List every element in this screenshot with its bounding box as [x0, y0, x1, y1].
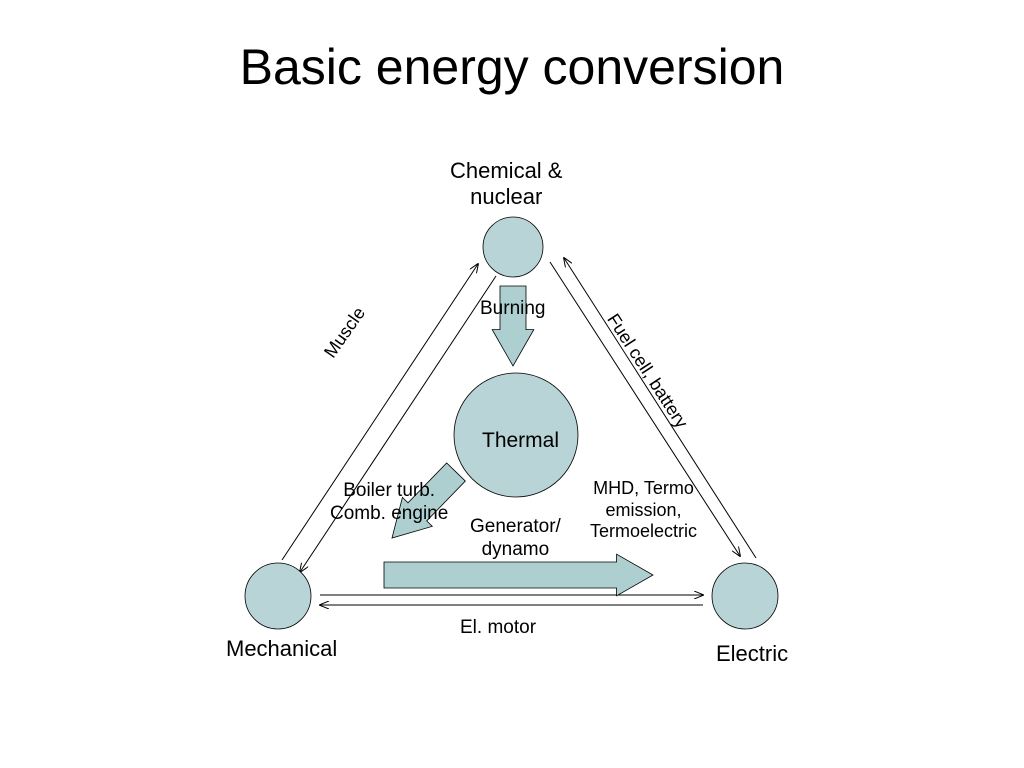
label-elmotor: El. motor [460, 617, 536, 640]
node-mechanical [245, 563, 311, 629]
label-boiler: Boiler turb.Comb. engine [330, 480, 448, 526]
label-burning: Burning [480, 298, 546, 321]
energy-diagram [0, 0, 1024, 768]
label-mechanical: Mechanical [226, 636, 337, 662]
label-mhd: MHD, Termoemission,Termoelectric [590, 478, 697, 543]
node-electric [712, 563, 778, 629]
label-thermal: Thermal [482, 428, 559, 453]
label-generator: Generator/dynamo [470, 516, 561, 562]
slide-root: Basic energy conversion Chemical &nuclea… [0, 0, 1024, 768]
node-chemical [483, 217, 543, 277]
label-electric: Electric [716, 641, 788, 667]
label-chemical: Chemical &nuclear [450, 158, 562, 211]
